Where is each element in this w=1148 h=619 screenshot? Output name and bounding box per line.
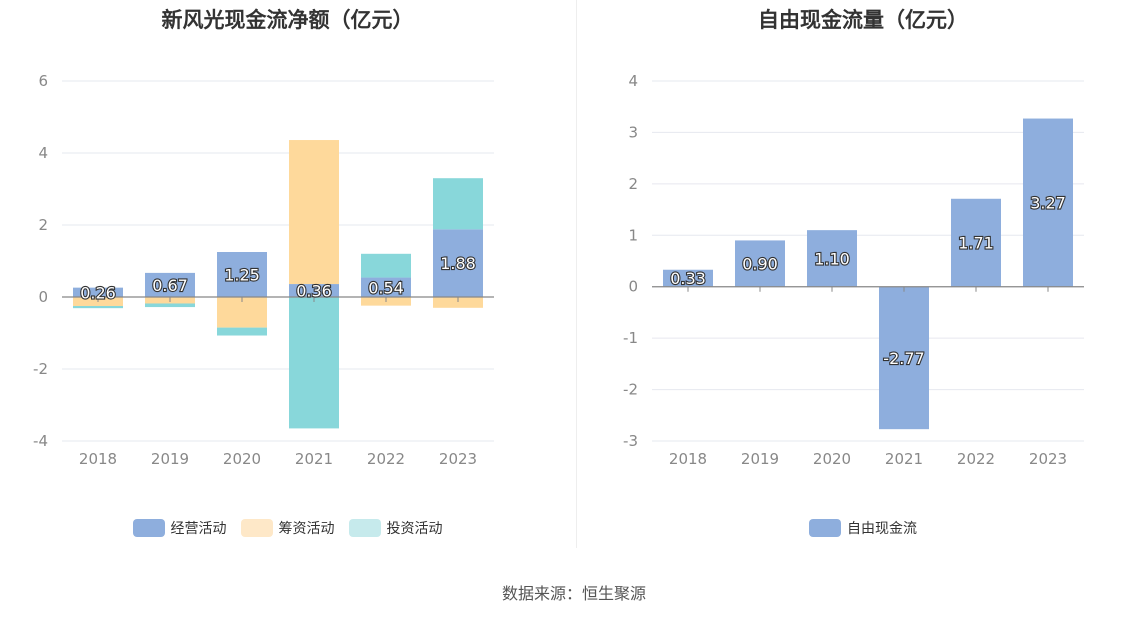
x-tick-label: 2020	[813, 450, 851, 468]
legend-swatch	[132, 519, 165, 537]
bar	[807, 230, 857, 287]
x-tick-label: 2022	[367, 450, 405, 468]
legend-swatch	[809, 519, 841, 537]
y-tick-label: 4	[38, 144, 48, 162]
chart-title: 自由现金流量（亿元）	[758, 8, 968, 32]
legend: 经营活动 筹资活动 投资活动	[0, 518, 575, 538]
data-label: 1.71	[958, 234, 994, 253]
y-tick-label: 6	[38, 72, 48, 90]
bar	[433, 229, 483, 297]
data-label: 0.67	[152, 276, 188, 295]
data-label: 0.26	[80, 283, 116, 302]
y-tick-label: -3	[623, 432, 638, 450]
y-tick-label: 0	[628, 278, 638, 296]
data-label: -2.77	[883, 349, 924, 368]
bar	[433, 297, 483, 308]
data-label: 0.90	[742, 255, 778, 274]
y-tick-label: 0	[38, 288, 48, 306]
bar	[73, 306, 123, 309]
legend-item-financing[interactable]: 筹资活动	[240, 518, 335, 538]
x-tick-label: 2021	[885, 450, 923, 468]
legend-swatch	[240, 519, 273, 537]
x-tick-label: 2019	[151, 450, 189, 468]
bar	[145, 272, 195, 297]
legend-swatch	[348, 519, 381, 537]
chart-title: 新风光现金流净额（亿元）	[161, 8, 414, 32]
x-tick-label: 2023	[439, 450, 477, 468]
legend-label: 筹资活动	[278, 521, 335, 537]
x-tick-label: 2018	[79, 450, 117, 468]
bar	[361, 253, 411, 278]
free-cash-flow-plot: -3 -2 -1 0 1 2 3 4 2018 2019 2020 2021 2022 2023 0.33 0…	[623, 72, 1084, 468]
y-tick-label: 2	[628, 175, 638, 193]
y-tick-label: 2	[38, 216, 48, 234]
x-tick-label: 2023	[1029, 450, 1067, 468]
data-label: 0.54	[368, 278, 404, 297]
y-tick-label: 1	[628, 226, 638, 244]
bar	[735, 240, 785, 287]
data-source-note: 数据来源：恒生聚源	[501, 584, 646, 603]
cash-flow-net-chart: 新风光现金流净额（亿元） -4 -2 0 2 4 6 2018 2019 2020 2021 202…	[0, 0, 575, 560]
bar	[217, 327, 267, 336]
y-tick-label: -2	[33, 360, 48, 378]
y-tick-label: 3	[628, 123, 638, 141]
bar	[217, 252, 267, 297]
bar	[361, 277, 411, 297]
panel-divider	[576, 0, 577, 548]
bar	[1023, 118, 1073, 287]
legend-item-operating[interactable]: 经营活动	[132, 518, 227, 538]
bar	[217, 297, 267, 328]
free-cash-flow-chart: 自由现金流量（亿元） -3 -2 -1 0 1 2 3 4 2018 2019 2020 2021 20…	[578, 0, 1148, 560]
data-label: 0.36	[296, 282, 332, 301]
legend: 自由现金流	[578, 518, 1148, 538]
data-label: 1.88	[440, 254, 476, 273]
bar	[663, 269, 713, 287]
y-tick-label: -4	[33, 432, 48, 450]
x-tick-label: 2022	[957, 450, 995, 468]
y-tick-label: 4	[628, 72, 638, 90]
legend-label: 经营活动	[170, 521, 227, 537]
y-tick-label: -1	[623, 329, 638, 347]
y-tick-label: -2	[623, 381, 638, 399]
cash-flow-net-plot: -4 -2 0 2 4 6 2018 2019 2020 2021 2022 2023 0.26 0.67…	[33, 72, 494, 468]
bar	[73, 287, 123, 297]
bar	[951, 198, 1001, 287]
legend-item-free-cash-flow[interactable]: 自由现金流	[809, 518, 917, 538]
data-label: 1.10	[814, 249, 850, 268]
bar	[433, 178, 483, 230]
x-tick-label: 2020	[223, 450, 261, 468]
x-tick-label: 2018	[669, 450, 707, 468]
bar	[289, 297, 339, 429]
x-tick-label: 2019	[741, 450, 779, 468]
bar	[145, 303, 195, 308]
bar	[879, 286, 929, 430]
data-label: 1.25	[224, 266, 260, 285]
bar	[289, 284, 339, 297]
legend-label: 投资活动	[386, 521, 443, 537]
x-tick-label: 2021	[295, 450, 333, 468]
legend-item-investing[interactable]: 投资活动	[348, 518, 443, 538]
data-label: 0.33	[670, 269, 706, 288]
data-label: 3.27	[1030, 194, 1066, 213]
legend-label: 自由现金流	[847, 521, 917, 537]
bar	[289, 140, 339, 285]
